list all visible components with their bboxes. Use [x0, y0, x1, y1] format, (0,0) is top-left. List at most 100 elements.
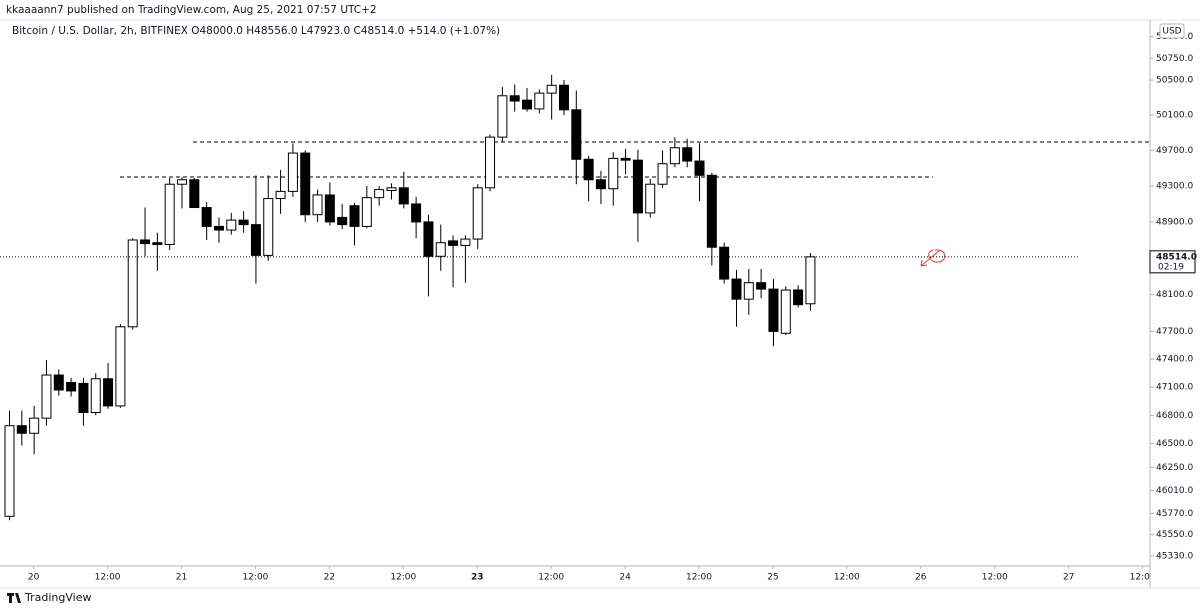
candle-body	[694, 160, 705, 176]
y-tick-label: 49700.0	[1156, 146, 1193, 156]
y-tick-label: 46010.0	[1156, 486, 1193, 496]
candle-body	[53, 374, 64, 391]
last-price-label: 48514.0	[1156, 252, 1197, 262]
candle-body	[177, 179, 188, 185]
candle-body	[682, 147, 693, 162]
candle-body	[90, 378, 101, 414]
candle-body	[485, 136, 496, 189]
candle-body	[571, 109, 582, 160]
candle-body	[16, 425, 27, 434]
y-tick-label: 50100.0	[1156, 111, 1193, 121]
y-tick-label: 50750.0	[1156, 54, 1193, 64]
candle-body	[337, 216, 348, 226]
x-tick-label: 20	[28, 573, 40, 583]
candle-body	[115, 326, 126, 407]
candle-body	[78, 382, 89, 414]
y-tick-label: 48100.0	[1156, 290, 1193, 300]
candle-body	[41, 374, 52, 419]
candle-body	[263, 198, 274, 256]
candle-body	[756, 282, 767, 290]
candle-body	[805, 256, 816, 305]
time-axis: 20 12:00 21 12:00 22 12:00 23 12:00 24 12:00 25 12:…	[28, 566, 1156, 583]
candle-body	[300, 152, 311, 216]
x-tick-label: 12:00	[834, 573, 860, 583]
candle-body	[213, 225, 224, 231]
x-tick-label: 25	[767, 573, 778, 583]
candle-body	[534, 92, 545, 110]
y-tick-label: 47700.0	[1156, 327, 1193, 337]
candle-body	[497, 95, 508, 138]
candle-body	[238, 219, 249, 226]
y-tick-label: 45330.0	[1156, 551, 1193, 561]
candle-body	[361, 197, 372, 227]
candle-body	[719, 246, 730, 280]
currency: USD	[1162, 27, 1181, 37]
y-tick-label: 46500.0	[1156, 439, 1193, 449]
candle-body	[743, 282, 754, 300]
candle-body	[780, 289, 791, 334]
candle-body	[472, 187, 483, 240]
candle-body	[312, 194, 323, 216]
x-tick-label: 23	[471, 573, 484, 583]
y-tick-label: 47100.0	[1156, 383, 1193, 393]
candle-body	[250, 224, 261, 256]
x-tick-label: 21	[176, 573, 187, 583]
x-tick-label: 12:00	[982, 573, 1008, 583]
candle-body	[595, 179, 606, 190]
x-tick-label: 22	[324, 573, 335, 583]
candle-body	[645, 183, 656, 214]
y-tick-label: 50500.0	[1156, 76, 1193, 86]
candle-body	[374, 189, 385, 199]
y-tick-label: 46800.0	[1156, 411, 1193, 421]
candle-body	[435, 242, 446, 257]
candle-body	[411, 203, 422, 223]
candle-body	[398, 187, 409, 205]
candle-body	[793, 289, 804, 306]
x-tick-label: 27	[1063, 573, 1074, 583]
y-tick-label: 47400.0	[1156, 355, 1193, 365]
brand: TradingView	[24, 591, 91, 604]
brand-logo	[7, 593, 21, 603]
y-tick-label: 48900.0	[1156, 217, 1193, 227]
candle-body	[189, 179, 200, 209]
x-tick-label: 24	[619, 573, 631, 583]
candle-body	[768, 288, 779, 332]
candle-body	[522, 99, 533, 110]
candle-body	[349, 205, 360, 227]
drawn-arrow	[920, 249, 946, 267]
candle-body	[29, 417, 40, 434]
publish-line: kkaaaann7 published on TradingView.com, …	[6, 4, 377, 16]
x-tick-label: 12:00	[1130, 573, 1156, 583]
x-tick-label: 12:00	[686, 573, 712, 583]
candle-body	[275, 190, 286, 200]
candle-body	[706, 174, 717, 248]
candle-body	[620, 157, 631, 161]
candle-body	[669, 147, 680, 165]
candle-body	[632, 159, 643, 214]
y-tick-label: 46250.0	[1156, 463, 1193, 473]
y-tick-label: 49300.0	[1156, 182, 1193, 192]
x-tick-label: 12:00	[242, 573, 268, 583]
candle-body	[583, 158, 594, 181]
countdown: 02:19	[1158, 262, 1184, 272]
candle-body	[324, 194, 335, 223]
candle-body	[423, 221, 434, 257]
candle-body	[558, 84, 569, 111]
candle-body	[731, 278, 742, 300]
x-tick-label: 12:00	[538, 573, 564, 583]
candle-body	[448, 240, 459, 246]
candle-body	[509, 95, 520, 102]
drawn-arrow-head	[920, 259, 928, 267]
price-axis: 51000.050750.050500.050100.049700.049300…	[1149, 32, 1197, 561]
currency-box	[1159, 23, 1185, 39]
candle-body	[164, 183, 175, 246]
candle-body	[66, 382, 77, 392]
candle-body	[103, 378, 114, 407]
candle-body	[386, 187, 397, 191]
symbol-line: Bitcoin / U.S. Dollar, 2h, BITFINEX O480…	[12, 25, 500, 37]
candle-body	[657, 163, 668, 185]
candle-body	[127, 239, 138, 328]
candle-body	[201, 207, 212, 227]
